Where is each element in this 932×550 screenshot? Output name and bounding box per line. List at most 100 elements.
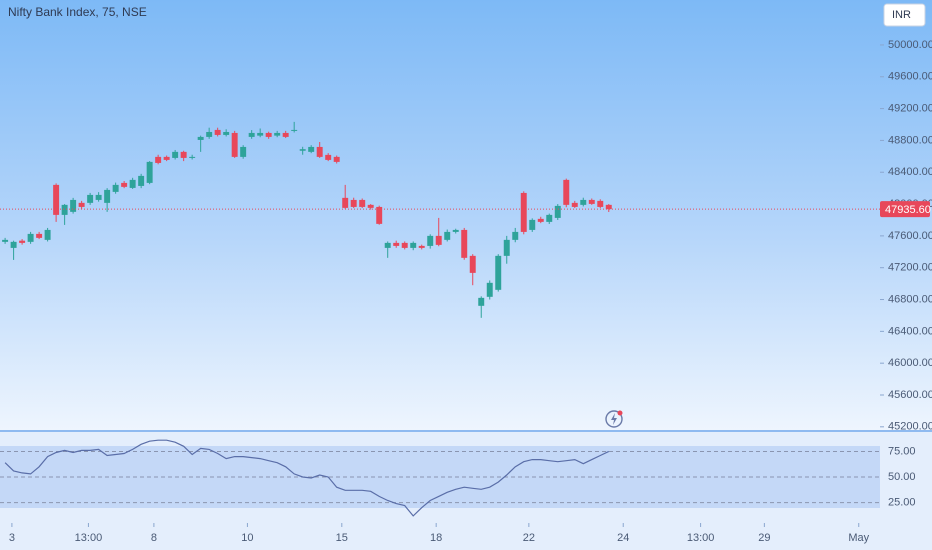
candle-body: [138, 175, 145, 186]
candle-body: [129, 179, 136, 188]
candle-body: [19, 240, 26, 243]
candle-body: [231, 132, 238, 157]
candle-body: [2, 239, 9, 242]
candle-body: [486, 282, 493, 297]
y-tick-label: 50.00: [888, 471, 916, 483]
y-tick-label: 45200.00: [888, 421, 932, 433]
candle-body: [461, 229, 468, 258]
candle-body: [282, 132, 289, 137]
candle-body: [155, 156, 162, 163]
candle-body: [10, 241, 17, 248]
y-tick-label: 47200.00: [888, 262, 932, 274]
currency-label: INR: [892, 9, 911, 21]
candle-body: [172, 151, 179, 158]
candle-body: [95, 194, 102, 200]
candle-body: [27, 233, 34, 242]
candle-body: [444, 231, 451, 240]
candle-body: [350, 199, 357, 207]
y-tick-label: 49200.00: [888, 103, 932, 115]
candle-body: [291, 129, 298, 131]
candle-body: [529, 219, 536, 230]
x-tick-label: 10: [241, 532, 253, 544]
currency-button[interactable]: [883, 3, 926, 27]
y-tick-label: 25.00: [888, 496, 916, 508]
x-tick-label: 22: [523, 532, 535, 544]
candle-body: [163, 156, 170, 160]
candle-body: [257, 132, 264, 136]
candle-body: [265, 132, 272, 137]
y-tick-label: 49600.00: [888, 71, 932, 83]
candle-body: [393, 242, 400, 246]
candle-body: [512, 231, 519, 240]
y-tick-label: 45600.00: [888, 389, 932, 401]
candle-body: [87, 194, 94, 203]
candle-body: [537, 218, 544, 222]
candle-body: [240, 146, 247, 157]
main-pane-background: [0, 0, 932, 430]
candle-body: [223, 131, 230, 135]
candle-body: [333, 156, 340, 162]
candle-body: [308, 146, 315, 152]
last-price-box: [880, 201, 930, 218]
x-tick-label: 15: [336, 532, 348, 544]
candle-body: [580, 199, 587, 205]
candle-body: [597, 200, 604, 207]
candle-body: [469, 255, 476, 273]
candle-body: [376, 206, 383, 224]
x-tick-label: 13:00: [75, 532, 103, 544]
x-tick-label: 29: [758, 532, 770, 544]
candle-body: [121, 182, 128, 187]
candle-body: [61, 204, 68, 215]
candle-body: [189, 156, 196, 158]
x-tick-label: 13:00: [687, 532, 715, 544]
candle-body: [410, 242, 417, 248]
candle-body: [427, 235, 434, 246]
candle-body: [367, 204, 374, 208]
candle-body: [495, 255, 502, 290]
candle-body: [571, 202, 578, 207]
rsi-line: [4, 439, 610, 517]
candle-body: [53, 184, 60, 215]
candle-body: [520, 192, 527, 232]
y-tick-label: 47600.00: [888, 230, 932, 242]
last-price-label: 47935.60: [885, 204, 931, 216]
candle-body: [605, 204, 612, 210]
x-tick-label: 24: [617, 532, 629, 544]
candle-body: [554, 205, 561, 218]
candle-body: [44, 229, 51, 240]
chart-title: Nifty Bank Index, 75, NSE: [8, 5, 147, 19]
candle-body: [503, 239, 510, 256]
candle-body: [197, 136, 204, 140]
x-tick-label: May: [848, 532, 869, 544]
candle-body: [546, 214, 553, 222]
candle-body: [78, 202, 85, 207]
y-tick-label: 48400.00: [888, 166, 932, 178]
candle-body: [299, 149, 306, 151]
candle-body: [342, 197, 349, 208]
y-tick-label: 46800.00: [888, 293, 932, 305]
candle-body: [274, 132, 281, 136]
candle-body: [248, 132, 255, 137]
candle-body: [206, 131, 213, 137]
y-tick-label: 46400.00: [888, 325, 932, 337]
x-tick-label: 3: [9, 532, 15, 544]
alert-icon[interactable]: [605, 410, 623, 428]
candle-body: [588, 199, 595, 204]
candle-body: [214, 129, 221, 135]
rsi-band: [0, 446, 880, 508]
candle-body: [384, 242, 391, 248]
y-tick-label: 75.00: [888, 445, 916, 457]
pane-separator: [0, 430, 932, 432]
candle-body: [112, 184, 119, 192]
candle-body: [316, 146, 323, 157]
candle-body: [180, 151, 187, 158]
candle-body: [359, 199, 366, 207]
candle-body: [435, 235, 442, 245]
candle-body: [104, 189, 111, 203]
y-tick-label: 48800.00: [888, 134, 932, 146]
candle-body: [146, 161, 153, 183]
candle-body: [478, 297, 485, 306]
candle-body: [452, 229, 459, 232]
candle-body: [36, 233, 43, 238]
